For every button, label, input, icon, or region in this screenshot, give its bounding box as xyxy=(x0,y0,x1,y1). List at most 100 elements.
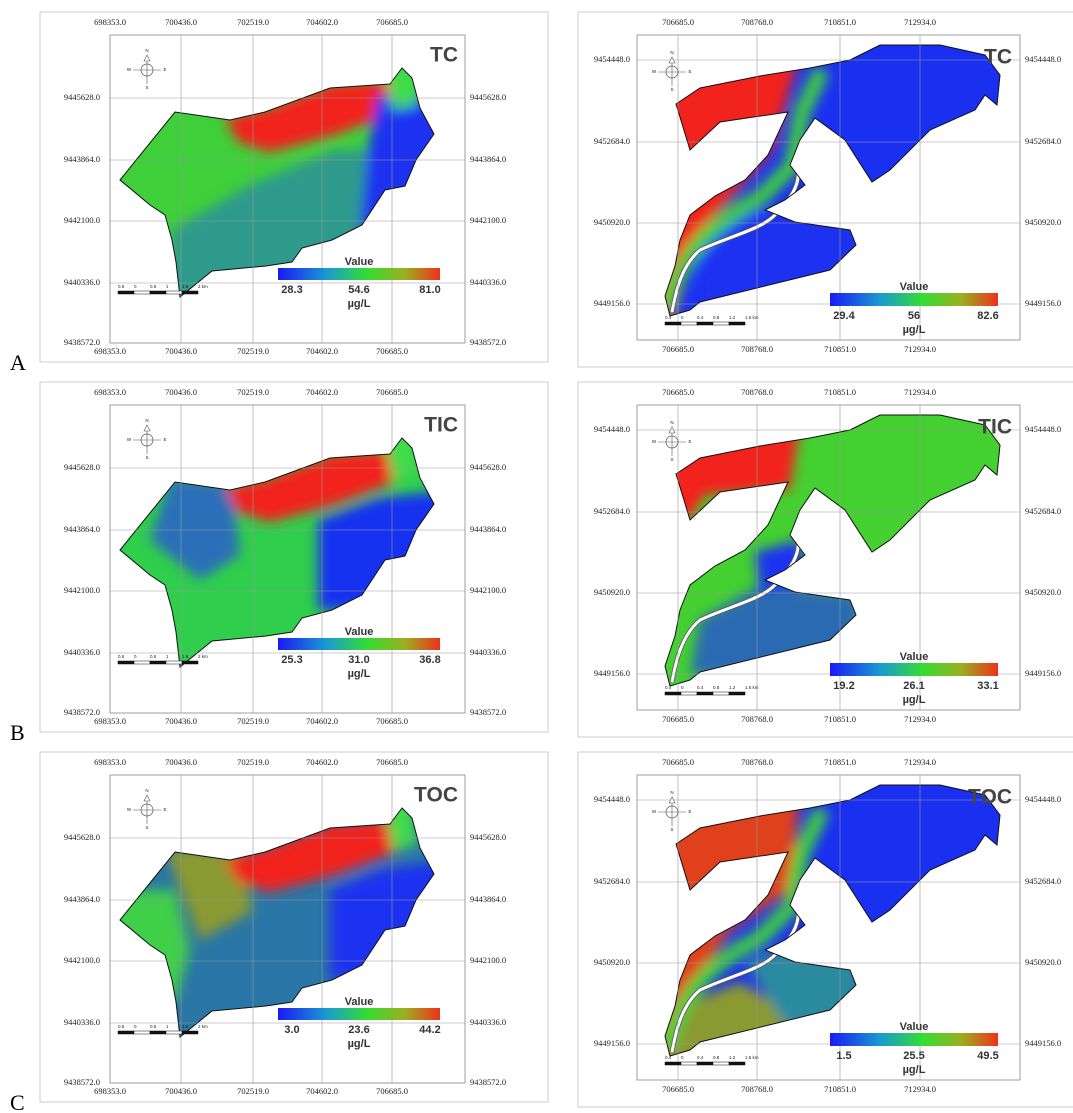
y-tick-label: 9454448.0 xyxy=(1025,54,1061,64)
compass-s: S xyxy=(670,827,673,832)
legend-unit: µg/L xyxy=(348,1038,371,1050)
scale-segment xyxy=(665,692,681,695)
legend-title: Value xyxy=(345,626,374,638)
legend-colorbar xyxy=(830,663,998,676)
y-tick-label: 9443864.0 xyxy=(470,524,506,534)
scale-segment xyxy=(713,322,729,325)
y-tick-label: 9438572.0 xyxy=(64,337,100,347)
panel-title: TIC xyxy=(978,416,1012,439)
panel-letter: B xyxy=(10,720,25,745)
y-tick-label: 9450920.0 xyxy=(594,587,630,597)
x-tick-label: 706685.0 xyxy=(376,1086,408,1096)
compass-n: N xyxy=(145,48,148,53)
x-tick-label: 712934.0 xyxy=(904,387,936,397)
x-tick-label: 712934.0 xyxy=(904,1084,936,1094)
compass-n: N xyxy=(145,788,148,793)
scale-label: 1.2 xyxy=(729,315,736,320)
x-tick-label: 710851.0 xyxy=(824,387,856,397)
scale-segment xyxy=(118,1031,134,1034)
y-tick-label: 9445628.0 xyxy=(470,462,506,472)
x-tick-label: 712934.0 xyxy=(904,757,936,767)
y-tick-label: 9438572.0 xyxy=(64,1077,100,1087)
y-tick-label: 9445628.0 xyxy=(470,92,506,102)
legend-min: 19.2 xyxy=(833,680,854,692)
x-tick-label: 706685.0 xyxy=(662,1084,694,1094)
legend-mid: 54.6 xyxy=(348,284,369,296)
scale-label: 0.4 xyxy=(665,685,672,690)
y-tick-label: 9440336.0 xyxy=(64,1017,100,1027)
x-tick-label: 700436.0 xyxy=(165,757,197,767)
compass-s: S xyxy=(145,455,148,460)
y-tick-label: 9442100.0 xyxy=(64,955,100,965)
y-tick-label: 9445628.0 xyxy=(64,462,100,472)
x-tick-label: 706685.0 xyxy=(376,716,408,726)
legend-unit: µg/L xyxy=(348,298,371,310)
y-tick-label: 9452684.0 xyxy=(1025,876,1061,886)
panel-letter: A xyxy=(10,350,26,375)
y-tick-label: 9442100.0 xyxy=(64,585,100,595)
scale-segment xyxy=(697,322,713,325)
x-tick-label: 706685.0 xyxy=(376,17,408,27)
legend-max: 49.5 xyxy=(977,1050,998,1062)
scale-segment xyxy=(166,661,182,664)
legend-colorbar xyxy=(830,293,998,306)
scale-label: 0.8 xyxy=(713,1055,720,1060)
x-tick-label: 710851.0 xyxy=(824,714,856,724)
x-tick-label: 712934.0 xyxy=(904,714,936,724)
legend-title: Value xyxy=(900,651,929,663)
x-tick-label: 702519.0 xyxy=(237,757,269,767)
compass-e: E xyxy=(688,439,691,444)
x-tick-label: 712934.0 xyxy=(904,344,936,354)
x-tick-label: 708768.0 xyxy=(741,344,773,354)
x-tick-label: 702519.0 xyxy=(237,387,269,397)
scale-segment xyxy=(697,1062,713,1065)
scale-segment xyxy=(150,1031,166,1034)
scale-label: 0.5 xyxy=(150,654,157,659)
scale-segment xyxy=(182,291,198,294)
scale-segment xyxy=(134,291,150,294)
x-tick-label: 706685.0 xyxy=(376,757,408,767)
legend-unit: µg/L xyxy=(903,324,926,336)
x-tick-label: 698353.0 xyxy=(94,757,126,767)
scale-label: 1.6 km xyxy=(745,315,759,320)
y-tick-label: 9442100.0 xyxy=(470,585,506,595)
scale-label: 0.4 xyxy=(665,1055,672,1060)
x-tick-label: 706685.0 xyxy=(662,17,694,27)
scale-segment xyxy=(681,1062,697,1065)
y-tick-label: 9454448.0 xyxy=(594,794,630,804)
scale-segment xyxy=(166,291,182,294)
x-tick-label: 700436.0 xyxy=(165,716,197,726)
x-tick-label: 698353.0 xyxy=(94,387,126,397)
x-tick-label: 710851.0 xyxy=(824,17,856,27)
x-tick-label: 704602.0 xyxy=(306,346,338,356)
y-tick-label: 9442100.0 xyxy=(470,955,506,965)
scale-label: 0.4 xyxy=(665,315,672,320)
panel-title: TC xyxy=(984,46,1012,69)
x-tick-label: 702519.0 xyxy=(237,346,269,356)
compass-s: S xyxy=(145,85,148,90)
y-tick-label: 9449156.0 xyxy=(594,298,630,308)
y-tick-label: 9452684.0 xyxy=(1025,506,1061,516)
legend-mid: 56 xyxy=(908,310,920,322)
compass-e: E xyxy=(163,807,166,812)
y-tick-label: 9454448.0 xyxy=(594,424,630,434)
y-tick-label: 9449156.0 xyxy=(1025,1038,1061,1048)
scale-segment xyxy=(182,1031,198,1034)
figure: A 698353.0 700436.0 702519.0 704602.0 706685.… xyxy=(0,0,1073,1113)
y-tick-label: 9442100.0 xyxy=(64,215,100,225)
map-panel: 698353.0700436.0702519.0704602.0706685.0… xyxy=(40,752,548,1102)
x-tick-label: 698353.0 xyxy=(94,17,126,27)
y-tick-label: 9440336.0 xyxy=(470,277,506,287)
y-tick-label: 9450920.0 xyxy=(594,217,630,227)
map-panel: 706685.0708768.0710851.0712934.0706685.0… xyxy=(578,12,1073,367)
x-tick-label: 706685.0 xyxy=(662,757,694,767)
legend-min: 25.3 xyxy=(281,654,302,666)
x-tick-label: 710851.0 xyxy=(824,344,856,354)
y-tick-label: 9449156.0 xyxy=(1025,298,1061,308)
x-tick-label: 706685.0 xyxy=(662,387,694,397)
y-tick-label: 9445628.0 xyxy=(470,832,506,842)
x-tick-label: 710851.0 xyxy=(824,757,856,767)
scale-label: 0.5 xyxy=(118,284,125,289)
y-tick-label: 9454448.0 xyxy=(1025,424,1061,434)
